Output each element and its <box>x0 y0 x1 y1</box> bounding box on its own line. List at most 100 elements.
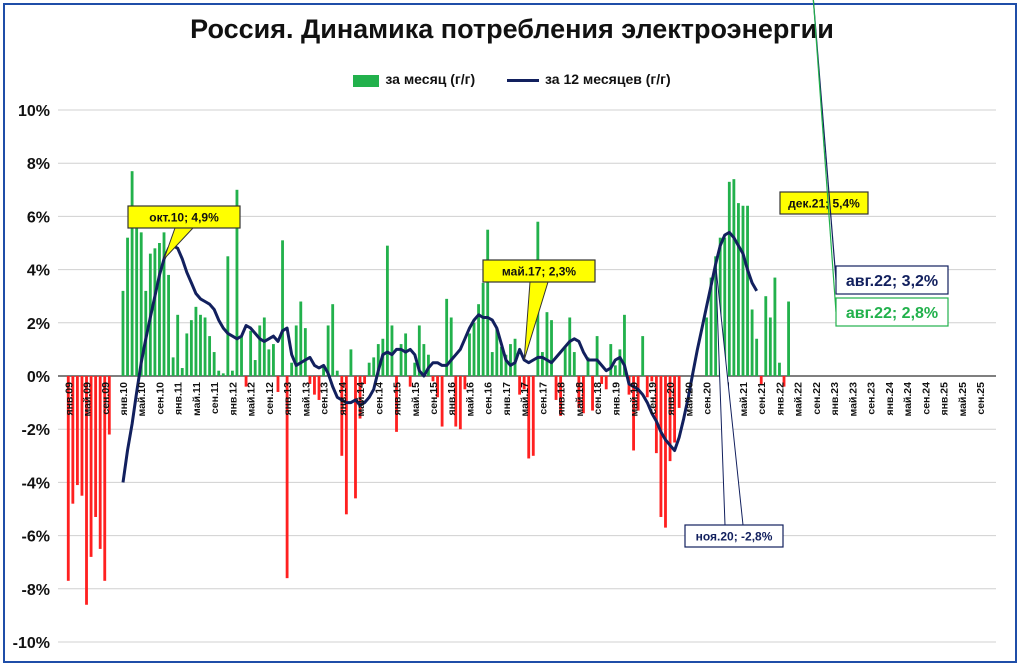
bar <box>399 344 403 376</box>
bar <box>363 376 367 384</box>
x-tick-label: май.09 <box>82 382 94 417</box>
x-tick-label: май.10 <box>136 382 148 417</box>
bar <box>354 376 357 499</box>
bar <box>226 256 230 376</box>
bar <box>495 328 499 376</box>
bar <box>737 203 740 376</box>
x-tick-label: янв.24 <box>884 382 896 416</box>
bar <box>486 229 490 376</box>
bar <box>135 221 139 376</box>
x-tick-label: янв.18 <box>556 382 568 416</box>
x-tick-label: сен.25 <box>975 382 987 415</box>
bar <box>449 317 453 376</box>
bar <box>189 320 193 376</box>
legend-swatch-bar <box>353 74 380 87</box>
bar <box>194 306 198 376</box>
x-tick-label: сен.15 <box>428 382 440 415</box>
bar <box>103 376 107 581</box>
bar <box>673 376 677 443</box>
bar <box>130 171 134 376</box>
x-tick-label: май.22 <box>793 382 805 417</box>
x-tick-label: янв.25 <box>939 382 951 416</box>
bar <box>540 352 544 376</box>
x-tick-label: сен.14 <box>373 382 385 415</box>
bar <box>732 179 736 376</box>
x-tick-label: май.23 <box>847 382 859 417</box>
bar <box>431 376 435 382</box>
bar <box>262 317 266 376</box>
x-tick-label: янв.23 <box>829 382 841 416</box>
chart-legend: за месяц (г/г) за 12 месяцев (г/г) <box>0 70 1024 87</box>
bar <box>171 357 175 376</box>
bar <box>89 376 93 557</box>
bar <box>463 376 467 390</box>
line-12m <box>121 230 759 483</box>
annotation-callout: авг.22; 3,2% <box>812 0 949 295</box>
bar <box>185 333 189 376</box>
bar <box>522 376 526 390</box>
x-tick-label: янв.13 <box>282 382 294 416</box>
x-tick-labels: янв.09 май.09 сен.09 янв.10 май.10 сен.10 янв.… <box>63 382 987 417</box>
x-tick-label: май.14 <box>355 382 367 417</box>
bar <box>376 344 380 376</box>
x-tick-label: янв.11 <box>173 382 185 415</box>
bar <box>636 376 640 411</box>
bar <box>595 336 599 376</box>
x-tick-label: янв.14 <box>337 382 349 416</box>
bar <box>746 205 749 376</box>
bar <box>404 333 408 376</box>
y-tick-label: -8% <box>22 582 50 599</box>
bar <box>340 376 344 456</box>
bar <box>367 362 371 376</box>
bar <box>705 317 708 376</box>
x-tick-label: янв.22 <box>774 382 786 416</box>
bar <box>582 376 585 414</box>
bar <box>313 376 316 395</box>
x-tick-label: янв.10 <box>118 382 130 416</box>
bar <box>764 296 768 376</box>
bar <box>768 317 772 376</box>
bar <box>417 325 421 376</box>
y-tick-label: -10% <box>13 635 50 652</box>
bar <box>513 338 517 376</box>
legend-item-12m: за 12 месяцев (г/г) <box>507 71 671 87</box>
x-tick-label: янв.20 <box>665 382 677 416</box>
x-tick-label: май.11 <box>191 382 203 416</box>
callout-label: авг.22; 3,2% <box>846 273 938 290</box>
bar <box>422 344 426 376</box>
bar <box>139 232 143 376</box>
bar <box>499 346 503 376</box>
bar <box>372 357 376 376</box>
bar <box>390 325 394 376</box>
y-tick-label: -2% <box>22 422 50 439</box>
x-tick-label: янв.12 <box>227 382 239 416</box>
annotation-callout: авг.22; 2,8% <box>812 0 949 327</box>
bar <box>217 370 221 376</box>
x-tick-label: май.13 <box>300 382 312 417</box>
y-tick-label: 10% <box>18 103 50 120</box>
x-tick-label: май.20 <box>683 382 695 417</box>
bar <box>641 336 645 376</box>
x-tick-label: май.25 <box>957 382 969 417</box>
bar <box>600 376 604 384</box>
bar <box>778 362 781 376</box>
bar <box>285 376 289 579</box>
x-tick-label: янв.19 <box>610 382 622 416</box>
annotation-callout: окт.10; 4,9% <box>127 205 241 260</box>
bar <box>358 376 362 419</box>
bar <box>162 232 166 376</box>
y-tick-labels: 10% 8% 6% 4% 2% 0% -2% -4% -6% -8% -10% <box>13 103 50 652</box>
bar <box>267 349 271 376</box>
bar <box>545 312 549 376</box>
bar <box>176 314 180 376</box>
annotation-callout: дек.21; 5,4% <box>779 191 869 215</box>
bar <box>490 352 494 376</box>
bar <box>440 376 444 427</box>
bar <box>623 314 626 376</box>
bar <box>714 256 718 376</box>
bar <box>290 362 294 376</box>
bar <box>408 376 412 387</box>
bar <box>281 240 284 376</box>
callout-pointer <box>523 281 549 361</box>
